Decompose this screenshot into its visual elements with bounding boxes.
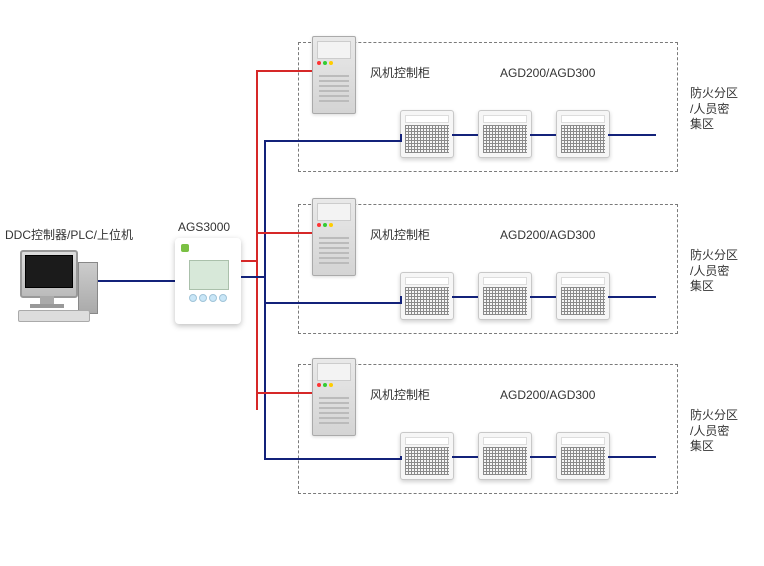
cabinet-label-3: 风机控制柜 [370, 388, 430, 404]
agd-1b [478, 110, 532, 158]
ags3000-label: AGS3000 [178, 220, 230, 236]
agd-2b [478, 272, 532, 320]
pc-monitor-stand [40, 296, 54, 304]
pc-tower [78, 262, 98, 314]
link-1c-out [608, 134, 656, 136]
rail-red-vertical [256, 70, 258, 410]
pc-monitor-base [30, 304, 64, 308]
zone-annotation-1: 防火分区 /人员密 集区 [690, 86, 738, 133]
agd-2c [556, 272, 610, 320]
link-2ab [452, 296, 478, 298]
link-3c-out [608, 456, 656, 458]
ags3000-buttons [189, 294, 227, 302]
fan-cabinet-1 [312, 36, 356, 114]
pc-monitor [20, 250, 78, 298]
sensor-label-3: AGD200/AGD300 [500, 388, 595, 404]
link-3ab [452, 456, 478, 458]
fan-cabinet-2 [312, 198, 356, 276]
sensor-label-2: AGD200/AGD300 [500, 228, 595, 244]
blue-up-3 [400, 456, 402, 460]
stub-blue [241, 276, 266, 278]
red-drop-3 [256, 392, 258, 410]
rail-blue-vertical [264, 140, 266, 460]
agd-3c [556, 432, 610, 480]
blue-up-1 [400, 134, 402, 142]
blue-to-chain-1 [264, 140, 400, 142]
red-to-cab-3 [256, 392, 312, 394]
agd-1c [556, 110, 610, 158]
zone-annotation-2: 防火分区 /人员密 集区 [690, 248, 738, 295]
fan-cabinet-3 [312, 358, 356, 436]
red-to-cab-2 [256, 232, 312, 234]
link-2c-out [608, 296, 656, 298]
agd-3b [478, 432, 532, 480]
link-2bc [530, 296, 556, 298]
blue-to-chain-3 [264, 458, 400, 460]
ags3000-screen [189, 260, 229, 290]
red-to-cab-1 [256, 70, 312, 72]
agd-2a [400, 272, 454, 320]
wire-pc-to-ags [98, 280, 175, 282]
blue-up-2 [400, 296, 402, 304]
blue-to-chain-2 [264, 302, 400, 304]
sensor-label-1: AGD200/AGD300 [500, 66, 595, 82]
stub-red [241, 260, 258, 262]
diagram-canvas: DDC控制器/PLC/上位机 AGS3000 风机控制柜 AGD200/AGD3… [0, 0, 764, 566]
cabinet-label-1: 风机控制柜 [370, 66, 430, 82]
link-1ab [452, 134, 478, 136]
agd-1a [400, 110, 454, 158]
link-3bc [530, 456, 556, 458]
cabinet-label-2: 风机控制柜 [370, 228, 430, 244]
agd-3a [400, 432, 454, 480]
zone-annotation-3: 防火分区 /人员密 集区 [690, 408, 738, 455]
ags3000-controller [175, 238, 241, 324]
link-1bc [530, 134, 556, 136]
pc-label: DDC控制器/PLC/上位机 [5, 228, 133, 244]
pc-keyboard [18, 310, 90, 322]
